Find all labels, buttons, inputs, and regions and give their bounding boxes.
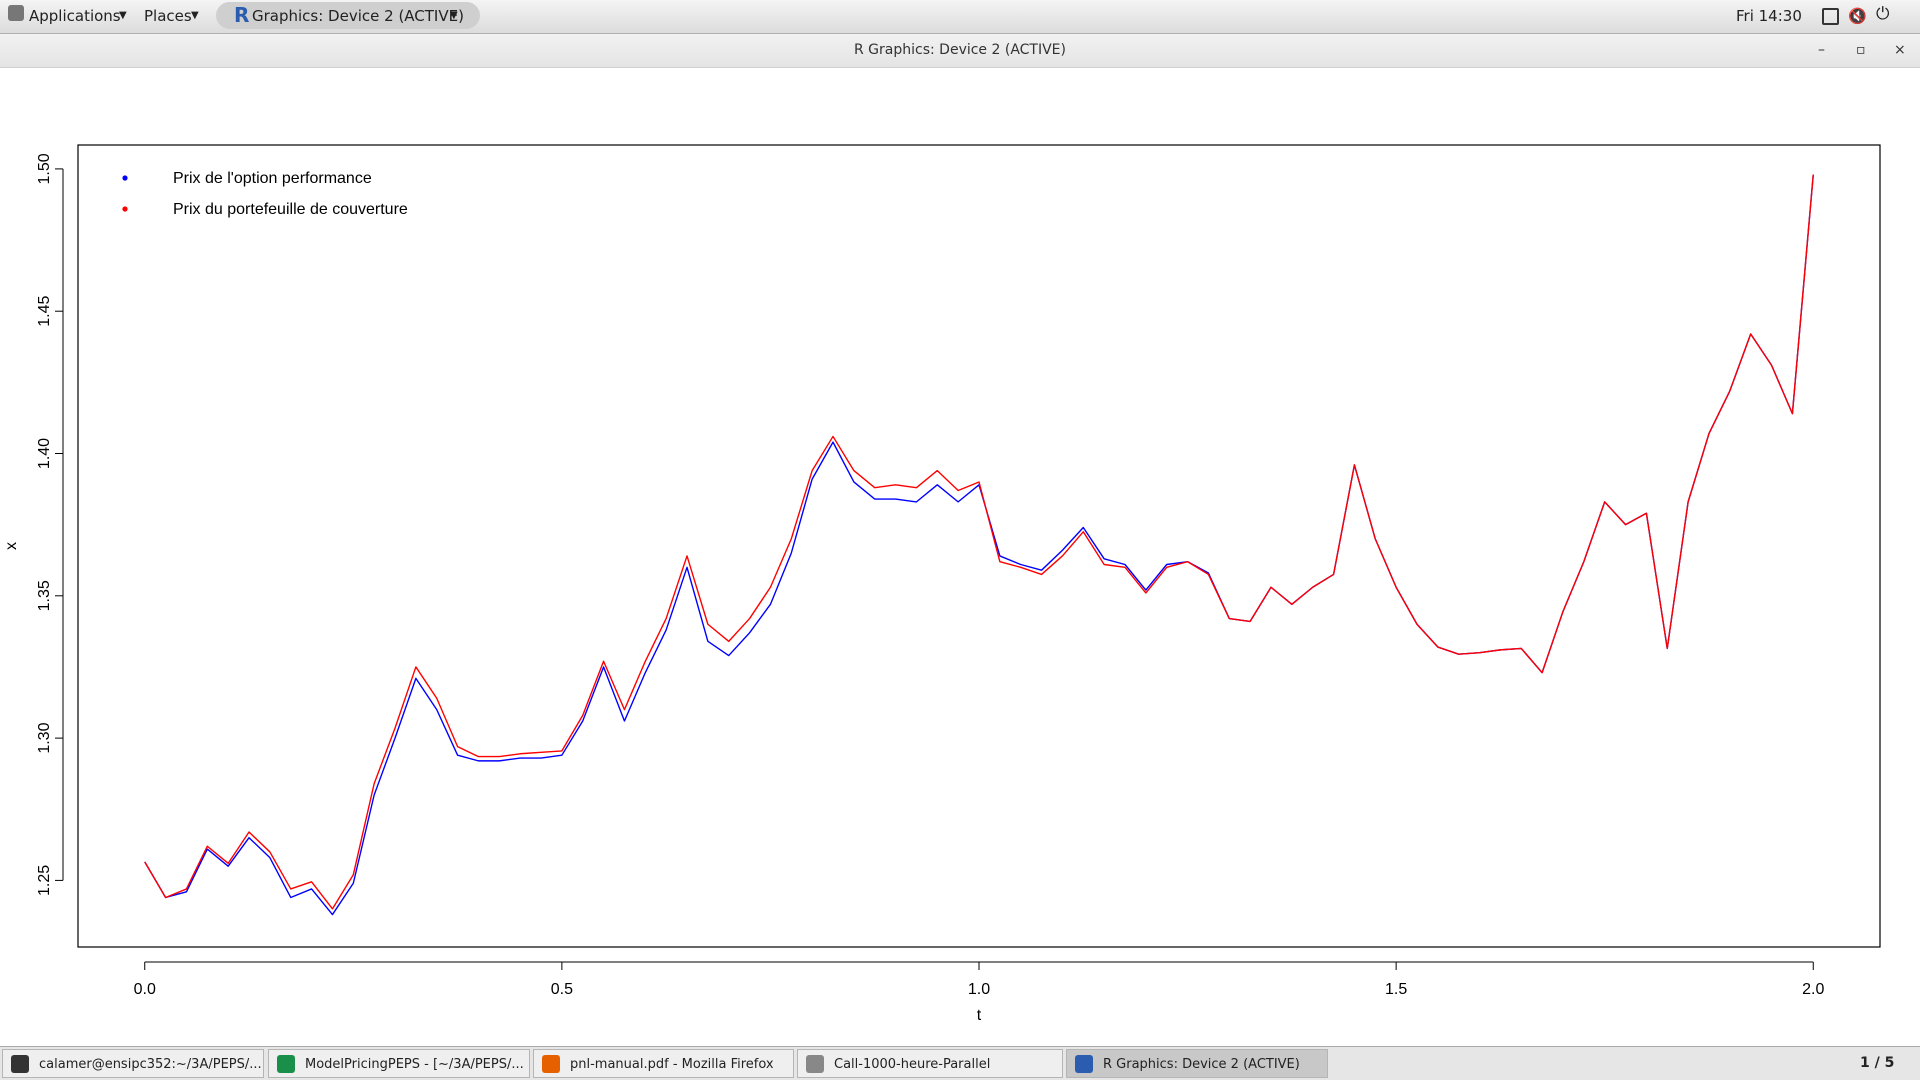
- x-tick-label: 0.0: [134, 981, 156, 998]
- window-title: R Graphics: Device 2 (ACTIVE): [854, 42, 1066, 58]
- workspace-pager[interactable]: 1 / 5: [1860, 1055, 1895, 1071]
- taskbar-item[interactable]: Call-1000-heure-Parallel: [797, 1049, 1063, 1078]
- chart: 0.0 0.5 1.0 1.5 2.0 t 1.25 1.30 1.35 1.40 1.45 1.50…: [3, 144, 1881, 1024]
- apps-icon: [8, 5, 24, 21]
- taskbar-icon: [1075, 1055, 1093, 1073]
- menu-arrow: ▼: [191, 10, 199, 21]
- menu-arrow: ▼: [450, 10, 458, 21]
- taskbar-icon: [542, 1055, 560, 1073]
- active-app-pill: [216, 2, 480, 29]
- taskbar-label: Call-1000-heure-Parallel: [834, 1057, 991, 1072]
- x-axis-label: t: [977, 1007, 982, 1024]
- close-button[interactable]: ×: [1894, 42, 1906, 58]
- y-axis-label: x: [3, 542, 20, 550]
- taskbar-item[interactable]: ModelPricingPEPS - [~/3A/PEPS/...: [268, 1049, 530, 1078]
- taskbar-label: calamer@ensipc352:~/3A/PEPS/...: [39, 1057, 262, 1072]
- legend-marker: [122, 175, 128, 181]
- power-icon[interactable]: ⏻: [1876, 4, 1890, 24]
- volume-icon[interactable]: 🔇: [1848, 7, 1867, 25]
- top-panel: Applications ▼ Places ▼ R Graphics: Devi…: [0, 0, 1920, 34]
- y-tick-label: 1.25: [36, 865, 53, 896]
- taskbar-label: R Graphics: Device 2 (ACTIVE): [1103, 1057, 1300, 1072]
- places-menu[interactable]: Places: [144, 7, 192, 25]
- legend-label: Prix du portefeuille de couverture: [173, 201, 408, 218]
- series-line: [144, 174, 1814, 910]
- menu-arrow: ▼: [119, 10, 127, 21]
- plot-box: [77, 144, 1881, 948]
- y-tick-label: 1.50: [36, 153, 53, 184]
- minimize-button[interactable]: –: [1818, 42, 1825, 58]
- r-icon: R: [234, 3, 250, 27]
- x-tick-label: 1.5: [1385, 981, 1407, 998]
- taskbar: calamer@ensipc352:~/3A/PEPS/... ModelPric…: [0, 1046, 1920, 1080]
- taskbar-icon: [806, 1055, 824, 1073]
- x-tick-label: 2.0: [1802, 981, 1824, 998]
- maximize-button[interactable]: ▫: [1856, 42, 1866, 58]
- y-tick-label: 1.35: [36, 580, 53, 611]
- display-icon[interactable]: [1822, 8, 1839, 25]
- window-titlebar: R Graphics: Device 2 (ACTIVE) – ▫ ×: [0, 34, 1920, 68]
- legend-marker: [122, 206, 128, 212]
- taskbar-label: pnl-manual.pdf - Mozilla Firefox: [570, 1057, 774, 1072]
- x-tick-label: 0.5: [551, 981, 573, 998]
- taskbar-label: ModelPricingPEPS - [~/3A/PEPS/...: [305, 1057, 524, 1072]
- taskbar-item[interactable]: calamer@ensipc352:~/3A/PEPS/...: [2, 1049, 264, 1078]
- y-tick-label: 1.45: [36, 296, 53, 327]
- series-line: [144, 174, 1814, 916]
- x-tick-label: 1.0: [968, 981, 990, 998]
- clock[interactable]: Fri 14:30: [1736, 7, 1802, 25]
- taskbar-item[interactable]: R Graphics: Device 2 (ACTIVE): [1066, 1049, 1328, 1078]
- y-tick-label: 1.30: [36, 722, 53, 753]
- taskbar-item[interactable]: pnl-manual.pdf - Mozilla Firefox: [533, 1049, 794, 1078]
- applications-menu[interactable]: Applications: [29, 7, 121, 25]
- y-tick-label: 1.40: [36, 438, 53, 469]
- active-app[interactable]: Graphics: Device 2 (ACTIVE): [252, 7, 464, 25]
- legend-label: Prix de l'option performance: [173, 170, 372, 187]
- taskbar-icon: [11, 1055, 29, 1073]
- taskbar-icon: [277, 1055, 295, 1073]
